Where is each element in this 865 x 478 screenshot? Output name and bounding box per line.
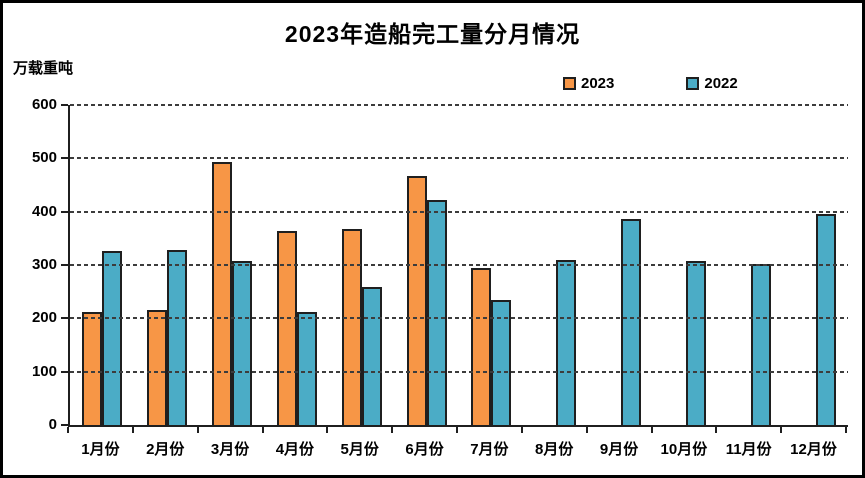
bar-2022-8月份 (556, 259, 577, 425)
bar-2022-10月份 (685, 261, 706, 425)
x-axis-labels: 1月份 2月份 3月份 4月份 5月份 6月份 7月份 8月份 9月份 10月份 11月份 12月份 (68, 438, 846, 459)
y-axis-tick-500 (61, 157, 68, 160)
y-axis-tick-0 (61, 424, 68, 426)
y-axis-label-0: 0 (48, 416, 57, 433)
x-axis-tick-8 (585, 427, 588, 433)
y-axis-tick-100 (61, 370, 68, 373)
y-axis-label-600: 600 (31, 96, 57, 113)
category-6月份 (394, 105, 459, 425)
x-axis-tick-3 (261, 427, 264, 433)
x-axis-tick-0 (67, 427, 69, 433)
bar-2022-7月份 (491, 300, 512, 425)
category-8月份 (524, 105, 589, 425)
category-2月份 (135, 105, 200, 425)
x-axis-tick-2 (196, 427, 199, 433)
y-axis-tick-200 (61, 317, 68, 320)
y-axis-tick-400 (61, 210, 68, 213)
bar-2023-5月份 (341, 228, 362, 425)
legend-item-2022: 2022 (686, 75, 738, 92)
x-axis-label-11月份: 11月份 (725, 441, 772, 458)
x-axis-tick-6 (456, 427, 458, 433)
x-axis-tick-1 (131, 427, 134, 433)
x-axis-label-9月份: 9月份 (599, 441, 639, 458)
x-axis-label-2月份: 2月份 (146, 441, 185, 458)
gridline-600 (70, 104, 848, 106)
x-axis-label-6月份: 6月份 (405, 441, 444, 458)
x-axis-label-1月份: 1月份 (81, 441, 120, 458)
bar-2023-6月份 (406, 176, 427, 425)
x-axis-tick-10 (715, 427, 718, 433)
legend-label-2022: 2022 (704, 75, 738, 92)
chart-title: 2023年造船完工量分月情况 (284, 21, 581, 47)
x-axis-label-8月份: 8月份 (535, 441, 574, 458)
x-axis-label-12月份: 12月份 (790, 441, 837, 458)
x-axis-tick-4 (326, 427, 329, 433)
gridline-500 (70, 157, 848, 160)
x-axis-tick-7 (520, 427, 523, 433)
bar-2022-12月份 (815, 213, 836, 425)
y-axis-tick-300 (61, 264, 68, 266)
category-7月份 (459, 105, 524, 425)
legend-label-2023: 2023 (581, 75, 615, 92)
gridline-400 (70, 210, 848, 213)
x-axis-label-10月份: 10月份 (660, 441, 708, 458)
legend-swatch-2022-icon (686, 77, 700, 90)
gridline-300 (70, 264, 848, 266)
bar-2022-5月份 (361, 287, 382, 425)
x-axis-label-3月份: 3月份 (210, 441, 250, 458)
x-axis-label-5月份: 5月份 (340, 441, 379, 458)
y-axis-label-200: 200 (31, 309, 57, 327)
x-axis-tick-12 (845, 427, 847, 433)
legend-swatch-2023-icon (563, 77, 576, 90)
y-axis-tick-600 (61, 104, 68, 106)
gridline-200 (70, 317, 848, 320)
category-5月份 (329, 105, 394, 425)
bar-2022-3月份 (232, 261, 253, 425)
x-axis-tick-9 (650, 427, 653, 433)
y-axis-label-300: 300 (31, 256, 57, 273)
category-4月份 (264, 105, 329, 425)
bar-2023-3月份 (212, 161, 233, 425)
category-1月份 (70, 105, 135, 425)
x-axis-tick-11 (780, 427, 783, 433)
legend-item-2023: 2023 (563, 75, 614, 92)
category-9月份 (589, 105, 654, 425)
bar-2023-2月份 (147, 310, 168, 425)
bar-groups (70, 105, 848, 425)
bar-2022-1月份 (102, 251, 123, 425)
gridline-100 (70, 370, 848, 373)
y-axis-label-400: 400 (31, 202, 57, 220)
plot-area (61, 104, 848, 427)
y-axis-unit-label: 万载重吨 (13, 60, 74, 77)
legend: 2023 2022 (563, 75, 738, 92)
x-axis-label-7月份: 7月份 (470, 441, 509, 458)
bar-2022-4月份 (296, 311, 317, 425)
x-axis-tick-5 (391, 427, 394, 433)
bar-2022-6月份 (426, 199, 447, 425)
category-10月份 (653, 105, 718, 425)
bar-2022-11月份 (750, 263, 771, 425)
bar-2023-1月份 (82, 311, 103, 425)
bar-2023-7月份 (471, 267, 492, 425)
y-axis-label-100: 100 (31, 362, 57, 380)
bar-2022-9月份 (621, 219, 642, 425)
x-axis-label-4月份: 4月份 (275, 441, 315, 458)
bar-2023-4月份 (276, 230, 297, 425)
y-axis-label-500: 500 (31, 149, 57, 167)
category-3月份 (200, 105, 265, 425)
bar-2022-2月份 (167, 249, 188, 425)
